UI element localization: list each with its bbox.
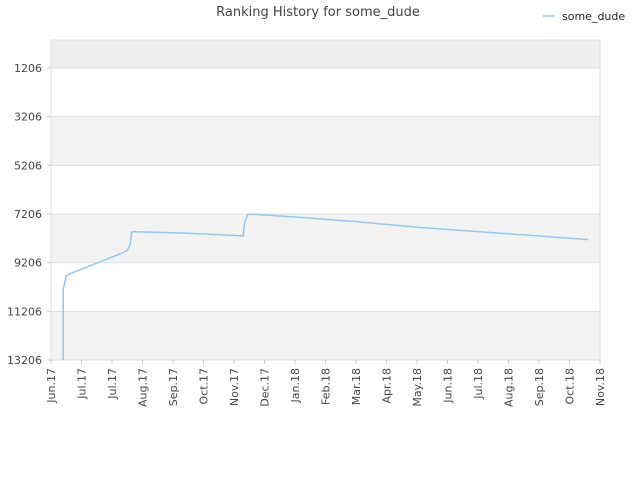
- y-axis-ticks: 1206 3206 5206 7206 9206 11206 13206: [7, 62, 51, 367]
- series-line-some-dude: [62, 213, 588, 360]
- x-tick-label: Sep.17: [167, 368, 180, 406]
- x-tick-label: Oct.17: [198, 368, 211, 405]
- y-tick-label: 1206: [14, 62, 42, 75]
- plot-band: [51, 40, 600, 68]
- plot-band: [51, 68, 600, 117]
- x-tick-label: Feb.18: [320, 368, 333, 405]
- chart-title: Ranking History for some_dude: [216, 5, 420, 20]
- x-tick-label: Dec.17: [259, 368, 272, 407]
- x-tick-label: Sep.18: [533, 368, 546, 406]
- plot-band: [51, 165, 600, 214]
- x-tick-label: Mar.18: [350, 368, 363, 405]
- x-tick-label: Jun.18: [442, 368, 455, 404]
- y-tick-label: 5206: [14, 159, 42, 172]
- plot-grid: [50, 39, 601, 361]
- x-tick-label: Jul.17: [76, 368, 89, 400]
- x-tick-label: Nov.18: [594, 368, 607, 406]
- plot-band: [51, 116, 600, 166]
- x-tick-label: Jun.17: [45, 368, 58, 404]
- x-tick-label: Jul.17: [106, 368, 119, 400]
- plot-series: [62, 213, 588, 360]
- plot-band: [51, 214, 600, 263]
- plot-bands: [51, 40, 600, 360]
- plot-band: [51, 262, 600, 312]
- y-tick-label: 7206: [14, 208, 42, 221]
- legend: some_dude: [543, 10, 625, 23]
- x-tick-label: Jul.18: [472, 368, 485, 400]
- legend-label-some-dude: some_dude: [562, 10, 625, 23]
- x-tick-label: Aug.18: [503, 368, 516, 407]
- x-tick-label: Aug.17: [137, 368, 150, 407]
- y-tick-label: 3206: [14, 111, 42, 124]
- plot-band: [51, 311, 600, 360]
- x-tick-label: Jan.18: [289, 368, 302, 403]
- x-axis-ticks: Jun.17 Jul.17 Jul.17 Aug.17 Sep.17 Oct.17 Nov.…: [45, 360, 607, 407]
- y-tick-label: 13206: [7, 354, 42, 367]
- x-tick-label: Nov.17: [228, 368, 241, 406]
- x-tick-label: May.18: [411, 368, 424, 407]
- x-tick-label: Apr.18: [381, 368, 394, 404]
- y-tick-label: 11206: [7, 305, 42, 318]
- x-tick-label: Oct.18: [564, 368, 577, 405]
- y-tick-label: 9206: [14, 257, 42, 270]
